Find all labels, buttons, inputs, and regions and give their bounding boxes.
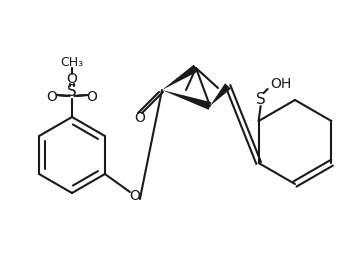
Text: S: S — [67, 85, 77, 99]
Text: OH: OH — [270, 77, 291, 91]
Text: O: O — [47, 90, 58, 104]
Text: O: O — [135, 111, 146, 125]
Polygon shape — [162, 90, 211, 110]
Polygon shape — [210, 83, 231, 106]
Text: O: O — [87, 90, 97, 104]
Text: S: S — [256, 92, 265, 107]
Polygon shape — [162, 65, 198, 90]
Text: O: O — [130, 189, 140, 203]
Text: O: O — [67, 72, 77, 86]
Text: CH₃: CH₃ — [60, 56, 84, 69]
